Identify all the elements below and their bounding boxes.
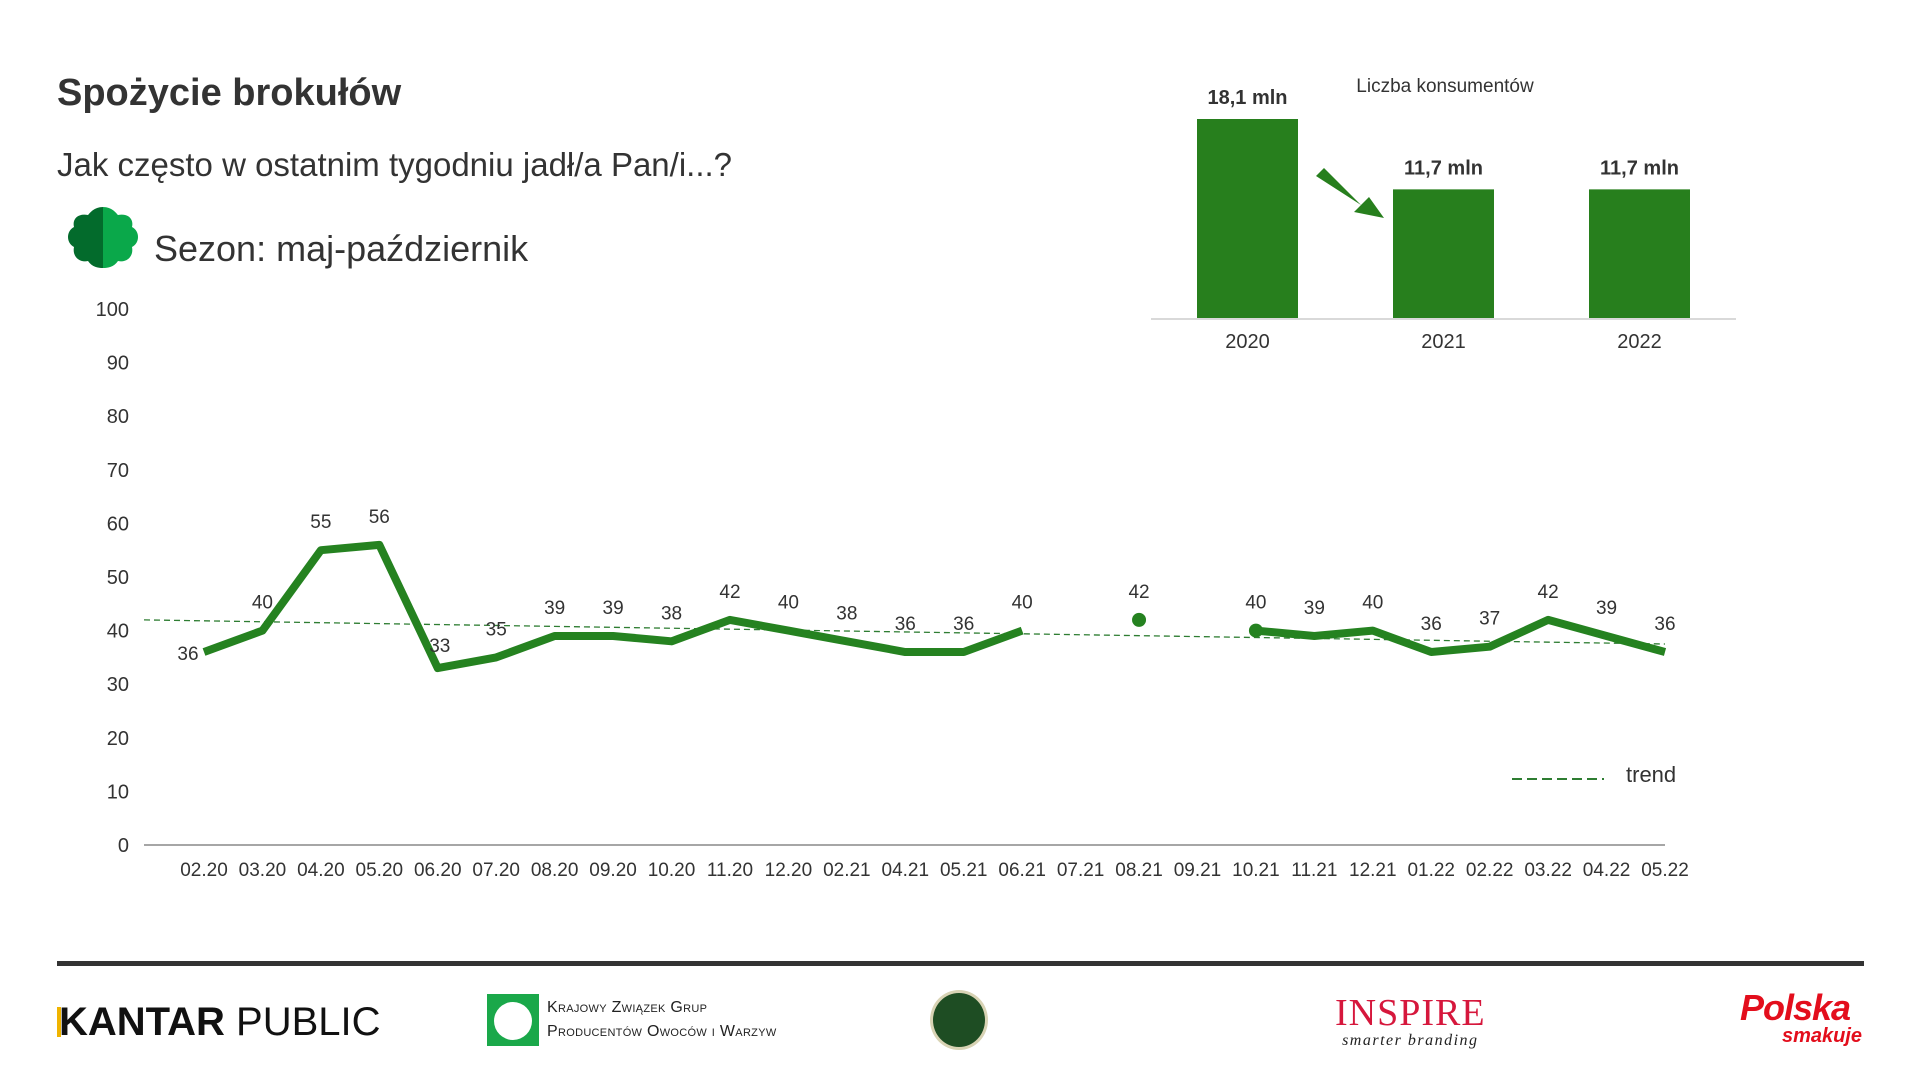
bar-category-label: 2021: [1421, 331, 1466, 353]
page-title: Spożycie brokułów: [57, 72, 402, 114]
y-tick-label: 20: [107, 728, 129, 750]
data-label: 39: [603, 598, 624, 619]
down-arrow-icon: [1316, 168, 1384, 218]
data-label: 39: [544, 598, 565, 619]
y-tick-label: 60: [107, 513, 129, 535]
data-label: 40: [1245, 593, 1266, 614]
data-point: [1132, 612, 1147, 627]
x-tick-label: 02.20: [180, 860, 228, 881]
x-tick-label: 05.21: [940, 860, 988, 881]
series-line: [1255, 615, 1667, 657]
apple-icon: [487, 994, 539, 1046]
y-tick-label: 10: [107, 781, 129, 803]
y-tick-label: 0: [118, 835, 129, 857]
data-label: 40: [778, 593, 799, 614]
data-label: 36: [1421, 614, 1442, 635]
trend-line: [143, 619, 1666, 645]
kantar-public-logo: KANTAR PUBLIC: [57, 1000, 381, 1044]
x-tick-label: 02.22: [1466, 860, 1514, 881]
data-label: 42: [719, 582, 740, 603]
data-label: 38: [661, 603, 682, 624]
bar-value-label: 11,7 mln: [1404, 157, 1483, 179]
data-label: 40: [252, 593, 273, 614]
x-tick-label: 04.22: [1583, 860, 1631, 881]
bar: [1589, 189, 1690, 318]
x-tick-label: 04.20: [297, 860, 345, 881]
polska-smakuje-logo: Polska smakuje: [1740, 987, 1863, 1047]
x-tick-label: 10.21: [1232, 860, 1280, 881]
x-tick-label: 08.21: [1115, 860, 1163, 881]
data-label: 36: [177, 644, 198, 665]
y-tick-label: 90: [107, 353, 129, 375]
broccoli-icon: [68, 207, 138, 268]
bar-category-label: 2020: [1225, 331, 1270, 353]
data-label: 35: [486, 619, 507, 640]
bar-value-label: 18,1 mln: [1207, 87, 1287, 109]
data-label: 56: [369, 507, 390, 528]
data-label: 33: [429, 636, 450, 657]
x-tick-label: 03.20: [239, 860, 287, 881]
y-tick-label: 30: [107, 674, 129, 696]
data-label: 36: [1654, 614, 1675, 635]
x-tick-label: 07.21: [1057, 860, 1105, 881]
x-tick-label: 12.21: [1349, 860, 1397, 881]
footer-divider: [57, 961, 1864, 966]
data-label: 39: [1304, 598, 1325, 619]
x-tick-label: 05.20: [356, 860, 404, 881]
x-tick-label: 11.21: [1291, 860, 1337, 881]
inspire-logo: INSPIRE smarter branding: [1335, 992, 1486, 1049]
y-tick-label: 80: [107, 406, 129, 428]
x-tick-label: 03.22: [1524, 860, 1572, 881]
data-label: 39: [1596, 598, 1617, 619]
bar-chart-title: Liczba konsumentów: [1356, 76, 1534, 97]
consumption-line-chart: 0 10 20 30 40 50 60 70 80 90 100 02.20 03.20 04.20 05.…: [96, 299, 1689, 881]
x-tick-label: 10.20: [648, 860, 696, 881]
y-tick-label: 40: [107, 621, 129, 643]
data-label: 40: [1012, 593, 1033, 614]
ministry-seal-logo: [930, 990, 988, 1050]
x-tick-label: 04.21: [882, 860, 930, 881]
data-label: 38: [836, 603, 857, 624]
series-line: [202, 540, 1024, 673]
data-label: 36: [953, 614, 974, 635]
x-tick-label: 08.20: [531, 860, 579, 881]
data-label: 36: [895, 614, 916, 635]
data-label: 42: [1538, 582, 1559, 603]
y-tick-label: 100: [96, 299, 129, 321]
bar-category-label: 2022: [1617, 331, 1662, 353]
data-label: 37: [1479, 609, 1500, 630]
x-tick-label: 09.20: [589, 860, 637, 881]
x-tick-label: 01.22: [1407, 860, 1455, 881]
x-tick-label: 06.20: [414, 860, 462, 881]
legend-trend-label: trend: [1626, 762, 1676, 787]
x-tick-label: 07.20: [472, 860, 520, 881]
data-label: 42: [1128, 582, 1149, 603]
x-tick-label: 05.22: [1641, 860, 1689, 881]
y-tick-label: 50: [107, 567, 129, 589]
season-label: Sezon: maj-październik: [154, 228, 529, 269]
bar: [1197, 119, 1298, 318]
x-tick-label: 12.20: [765, 860, 813, 881]
bar-value-label: 11,7 mln: [1600, 157, 1679, 179]
consumers-bar-chart: Liczba konsumentów 18,1 mln 2020 11,7 mln 20…: [1151, 76, 1736, 353]
x-tick-label: 02.21: [823, 860, 871, 881]
bar: [1393, 189, 1494, 318]
x-tick-label: 09.21: [1174, 860, 1222, 881]
y-tick-label: 70: [107, 460, 129, 482]
x-tick-label: 11.20: [707, 860, 753, 881]
data-label: 40: [1362, 593, 1383, 614]
kzgpoiw-logo: Krajowy Związek Grup Producentów Owoców i…: [487, 994, 777, 1046]
x-tick-label: 06.21: [998, 860, 1046, 881]
question-subtitle: Jak często w ostatnim tygodniu jadł/a Pa…: [57, 146, 733, 183]
data-label: 55: [310, 512, 331, 533]
